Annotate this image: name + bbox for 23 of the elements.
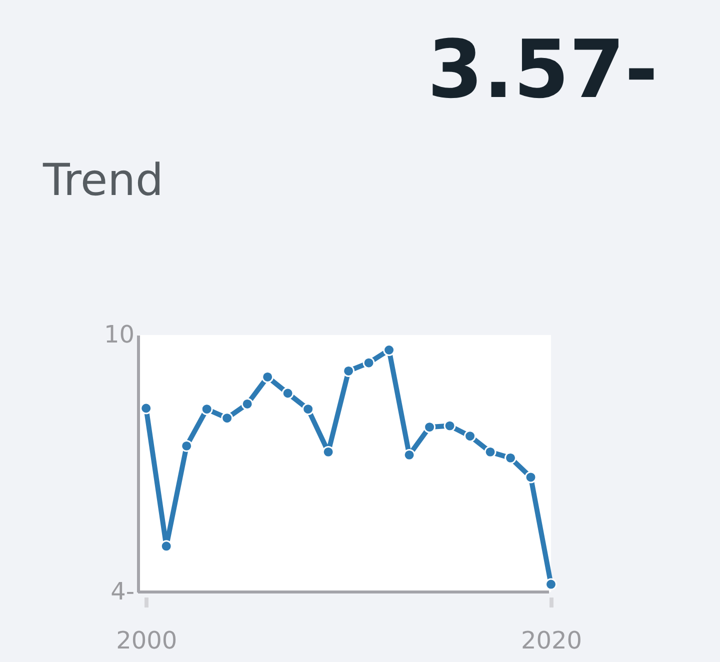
point <box>241 398 254 410</box>
point <box>200 403 213 416</box>
point <box>545 578 557 590</box>
x-tick-label: 2020 <box>520 626 582 654</box>
point <box>424 421 436 434</box>
point <box>221 412 234 424</box>
point <box>180 440 193 452</box>
point <box>444 420 456 432</box>
point <box>160 540 172 552</box>
point <box>282 387 294 400</box>
y-tick-label: 4- <box>110 578 134 606</box>
point <box>464 430 476 442</box>
point <box>140 402 152 414</box>
point <box>362 356 375 369</box>
y-tick-label: 10 <box>104 320 134 348</box>
x-tick-label: 2000 <box>116 626 178 654</box>
point <box>302 403 314 416</box>
chart-title: Trend <box>42 155 164 206</box>
text: 3.57- <box>427 23 658 116</box>
point <box>484 446 496 458</box>
point <box>403 448 416 461</box>
point <box>322 446 334 458</box>
point <box>524 471 537 484</box>
